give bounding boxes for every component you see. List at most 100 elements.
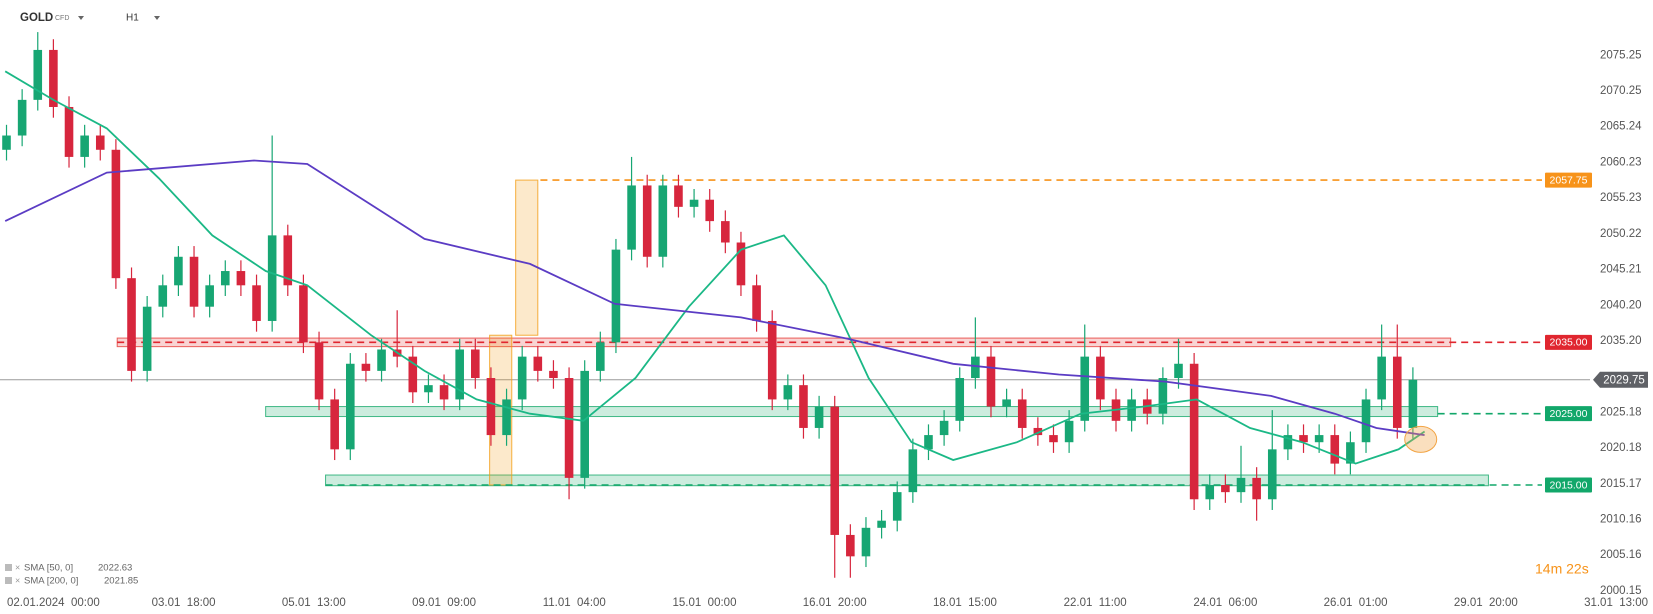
candle-body xyxy=(189,256,199,307)
candle-body xyxy=(642,185,652,257)
x-tick-label: 24.01 06:00 xyxy=(1193,597,1257,609)
candle-body xyxy=(1064,420,1074,443)
candle-body xyxy=(783,385,793,400)
candle-body xyxy=(846,534,855,557)
y-tick-label: 2060.23 xyxy=(1600,156,1642,168)
candle-body xyxy=(455,349,464,400)
candle-body xyxy=(17,99,27,136)
x-tick-label: 11.01 04:00 xyxy=(543,597,606,609)
candle-body xyxy=(345,363,355,450)
candle-body xyxy=(64,106,74,157)
y-tick-label: 2035.20 xyxy=(1600,335,1642,347)
candle-body xyxy=(971,356,980,379)
y-tick-label: 2005.16 xyxy=(1600,549,1642,561)
candle-body xyxy=(1127,399,1136,421)
candle-body xyxy=(1252,477,1261,500)
x-tick-label: 15.01 00:00 xyxy=(673,597,737,609)
candle-body xyxy=(439,385,449,400)
candle-body xyxy=(299,285,308,343)
candle-body xyxy=(564,378,574,478)
candle-body xyxy=(205,285,214,307)
y-tick-label: 2055.23 xyxy=(1600,192,1642,204)
candle-body xyxy=(674,185,683,207)
y-tick-label: 2065.24 xyxy=(1600,121,1642,133)
candle-body xyxy=(533,356,543,371)
x-tick-label: 09.01 09:00 xyxy=(412,597,476,609)
candle-body xyxy=(596,342,605,371)
candle-body xyxy=(830,406,840,535)
y-tick-label: 2050.22 xyxy=(1600,228,1642,240)
candle-body xyxy=(580,370,589,478)
candle-body xyxy=(908,449,918,493)
candle-body xyxy=(1221,485,1230,493)
candle-body xyxy=(955,378,965,421)
current-price-box xyxy=(1593,371,1648,388)
candle-body xyxy=(267,235,277,321)
candle-body xyxy=(1361,399,1371,443)
candle-body xyxy=(471,349,480,379)
candle-body xyxy=(80,135,89,157)
candle-body xyxy=(1236,477,1246,493)
candle-body xyxy=(1346,442,1355,464)
symbol[interactable]: GOLD xyxy=(20,12,53,24)
candle-body xyxy=(658,185,668,257)
interval[interactable]: H1 xyxy=(126,13,139,24)
current-price-label: 2029.75 xyxy=(1603,374,1645,386)
candle-body xyxy=(1002,399,1011,407)
candle-body xyxy=(142,306,152,371)
candle-body xyxy=(736,242,746,286)
candle-body xyxy=(611,249,621,343)
candle-body xyxy=(158,285,168,307)
candle-body xyxy=(1267,449,1277,500)
interval-dropdown[interactable] xyxy=(154,16,160,20)
legend-close: × xyxy=(15,575,20,585)
candle-body xyxy=(1283,435,1293,450)
zone xyxy=(515,179,539,336)
legend-eye xyxy=(5,577,12,584)
candle-body xyxy=(705,199,715,222)
candle-body xyxy=(814,406,824,428)
y-tick-label: 2015.17 xyxy=(1600,478,1642,490)
candle-body xyxy=(502,399,511,436)
candle-body xyxy=(1080,356,1090,421)
legend-eye xyxy=(5,564,12,571)
candle-body xyxy=(1314,435,1324,443)
legend-name: SMA [50, 0] xyxy=(24,563,73,574)
legend-value: 2022.63 xyxy=(98,563,132,574)
level-label-box xyxy=(1545,172,1592,188)
legend: × SMA [50, 0] 2022.63 × SMA [200, 0] 2021.85 xyxy=(5,562,138,587)
x-tick-label: 03.01 18:00 xyxy=(152,597,216,609)
y-tick-label: 2070.25 xyxy=(1600,85,1642,97)
candle-body xyxy=(174,256,183,286)
candle-body xyxy=(877,520,886,528)
legend-close: × xyxy=(15,562,20,572)
level-label-box xyxy=(1545,477,1592,493)
x-tick-label: 22.01 11:00 xyxy=(1064,597,1127,609)
level-label-box xyxy=(1545,334,1592,350)
candle-body xyxy=(767,320,777,400)
candle-body xyxy=(1408,379,1418,428)
candle-body xyxy=(861,527,871,557)
candle-body xyxy=(986,356,996,407)
candle-body xyxy=(627,185,636,250)
candle-body xyxy=(1205,485,1215,500)
candle-body xyxy=(517,356,527,400)
y-tick-label: 2040.20 xyxy=(1600,299,1642,311)
candle-body xyxy=(486,378,496,436)
candle-body xyxy=(220,271,230,286)
candle-body xyxy=(252,285,261,321)
candle-body xyxy=(689,199,699,207)
candle-body xyxy=(1033,427,1043,436)
legend-name: SMA [200, 0] xyxy=(24,576,78,587)
level-label: 2035.00 xyxy=(1550,337,1588,349)
candle-body xyxy=(1392,356,1402,428)
sma-line xyxy=(4,70,1426,465)
candle-body xyxy=(1049,435,1058,443)
x-tick-label: 16.01 20:00 xyxy=(803,597,867,609)
y-tick-label: 2010.16 xyxy=(1600,514,1642,526)
candle-body xyxy=(1299,435,1308,443)
symbol-dropdown[interactable] xyxy=(78,16,84,20)
y-tick-label: 2000.15 xyxy=(1600,585,1642,597)
candle-body xyxy=(721,221,730,243)
candle-body xyxy=(377,349,386,371)
